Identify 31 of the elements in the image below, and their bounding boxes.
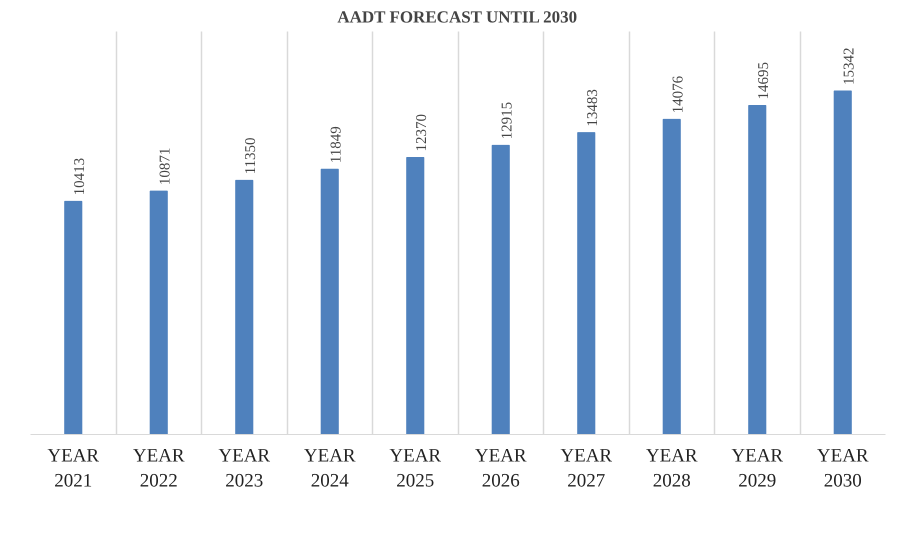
data-label: 14695 bbox=[756, 62, 772, 100]
x-tick-label: YEAR 2025 bbox=[389, 446, 442, 492]
bar bbox=[320, 168, 339, 434]
x-tick-label: YEAR 2023 bbox=[218, 446, 270, 492]
data-label: 11350 bbox=[243, 137, 260, 174]
bar bbox=[577, 132, 596, 434]
bar bbox=[834, 90, 852, 434]
bar bbox=[150, 190, 168, 434]
bar bbox=[748, 104, 766, 434]
data-label: 11849 bbox=[328, 126, 345, 164]
data-label: 15342 bbox=[842, 48, 858, 86]
bar bbox=[406, 157, 424, 434]
data-label: 14076 bbox=[670, 75, 687, 114]
data-label: 10871 bbox=[158, 148, 174, 186]
x-tick-label: YEAR 2028 bbox=[646, 446, 698, 492]
data-label: 12915 bbox=[500, 102, 516, 140]
data-label: 10413 bbox=[72, 158, 88, 196]
x-tick-label: YEAR 2026 bbox=[474, 446, 527, 492]
x-tick-label: YEAR 2029 bbox=[731, 446, 784, 492]
bar bbox=[235, 180, 254, 434]
x-tick-label: YEAR 2027 bbox=[560, 446, 612, 492]
chart-title: AADT FORECAST UNTIL 2030 bbox=[337, 8, 578, 26]
x-tick-label: YEAR 2030 bbox=[816, 446, 869, 492]
x-tick-label: YEAR 2021 bbox=[47, 446, 100, 492]
bar bbox=[64, 200, 82, 434]
x-tick-label: YEAR 2022 bbox=[132, 446, 185, 492]
bar bbox=[662, 118, 681, 434]
x-tick-label: YEAR 2024 bbox=[304, 446, 356, 492]
bar bbox=[492, 144, 510, 434]
data-label: 13483 bbox=[585, 89, 602, 127]
data-label: 12370 bbox=[414, 114, 430, 152]
